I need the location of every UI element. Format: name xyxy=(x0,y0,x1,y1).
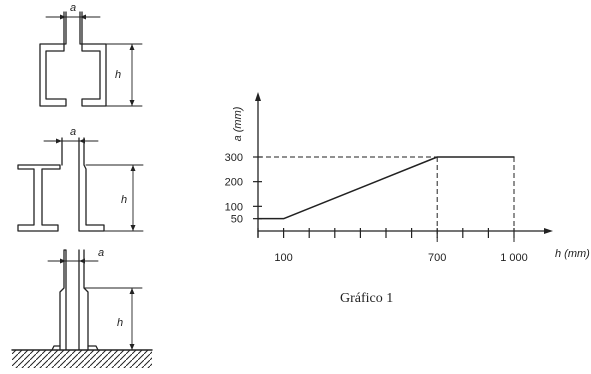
y-axis-label: a (mm) xyxy=(232,106,244,141)
x-axis-label: h (mm) xyxy=(555,248,590,260)
y-tick-label: 300 xyxy=(225,152,243,164)
x-axis-arrow xyxy=(544,228,553,234)
x-tick-labels: 100 700 1 000 xyxy=(274,252,527,264)
x-tick-label: 700 xyxy=(428,252,446,264)
y-tick-label: 100 xyxy=(225,201,243,213)
channel-profiles-drawing xyxy=(39,11,143,107)
dim-a-label-1: a xyxy=(70,2,76,14)
y-axis-arrow xyxy=(255,92,261,101)
dim-a-label-3: a xyxy=(98,247,104,259)
y-tick-label: 50 xyxy=(231,214,243,226)
rail-on-ground-drawing xyxy=(11,249,153,368)
y-tick-label: 200 xyxy=(225,177,243,189)
dim-h-label-1: h xyxy=(115,69,121,81)
x-tick-label: 100 xyxy=(274,252,292,264)
series-line xyxy=(257,156,515,220)
x-axis-ticks xyxy=(257,228,515,238)
x-tick-label: 1 000 xyxy=(500,252,528,264)
dim-h-label-2: h xyxy=(121,194,127,206)
dashed-guides xyxy=(258,156,515,243)
ibeam-angle-drawing xyxy=(17,137,144,232)
dim-h-label-3: h xyxy=(117,317,123,329)
chart-caption: Gráfico 1 xyxy=(340,291,393,306)
dim-a-label-2: a xyxy=(70,126,76,138)
